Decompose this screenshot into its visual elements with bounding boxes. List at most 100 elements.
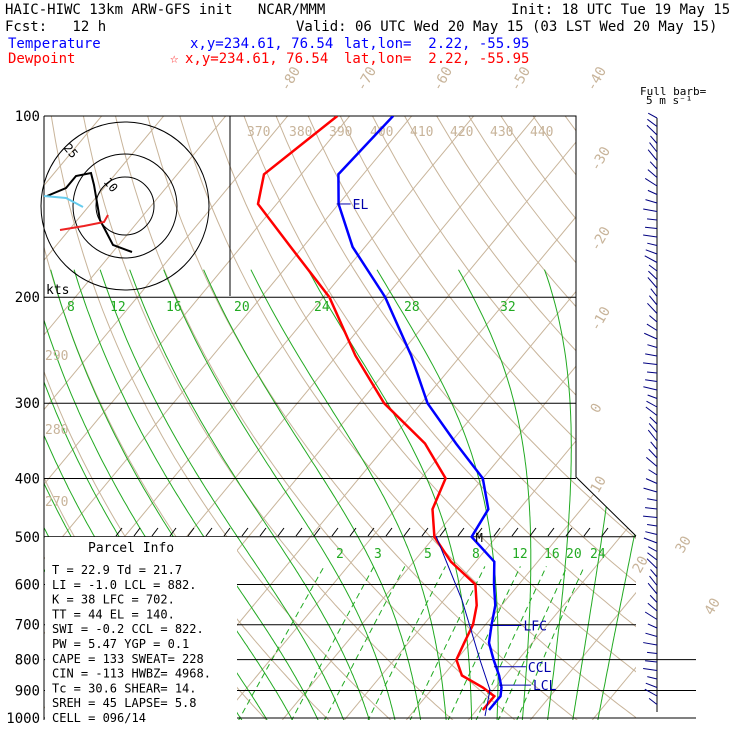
wind-barb <box>646 558 658 569</box>
parcel-info-row: Tc = 30.6 SHEAR= 14. <box>52 681 197 695</box>
barb-legend-units: 5 m s⁻¹ <box>646 94 692 107</box>
valid-time: Valid: 06 UTC Wed 20 May 15 (03 LST Wed … <box>296 19 718 35</box>
dry-adiabat-line <box>662 116 740 731</box>
mixing-ratio-line <box>285 566 375 720</box>
wind-barb <box>648 270 658 280</box>
theta-label: 380 <box>289 125 312 140</box>
level-marker-lcl: LCL <box>533 679 557 694</box>
freezing-tick-mark <box>421 527 429 537</box>
theta-e-label: 20 <box>234 300 250 315</box>
moist-adiabat-line <box>544 269 572 720</box>
legend-dewpoint-latlon: lat,lon= 2.22, -55.95 <box>344 51 530 67</box>
parcel-info-row: K = 38 LFC = 702. <box>52 593 175 607</box>
level-marker-lfc: LFC <box>523 619 546 634</box>
freezing-tick-mark <box>313 527 321 537</box>
parcel-info-row: CELL = 096/14 <box>52 711 146 725</box>
moist-adiabat-line <box>458 269 532 720</box>
mixing-ratio-line <box>362 566 446 720</box>
dry-adiabat-line <box>629 116 636 720</box>
wind-barb <box>650 569 658 578</box>
wind-barb <box>645 682 658 688</box>
isotherm-line <box>273 116 636 720</box>
wind-barb <box>649 594 658 603</box>
dry-adiabat-line <box>307 116 636 720</box>
wind-barb <box>643 362 658 365</box>
isotherm-label: -20 <box>588 224 615 254</box>
parcel-info-row: LI = -1.0 LCL = 882. <box>52 578 197 592</box>
mixing-ratio-line <box>318 566 406 720</box>
wind-barb <box>646 400 658 408</box>
moist-adiabat-line <box>307 269 473 720</box>
theta-label: 430 <box>490 125 513 140</box>
wind-barb <box>647 169 658 178</box>
plot-title: HAIC-HIWC 13km ARW-GFS init NCAR/MMM <box>5 2 326 18</box>
freezing-tick-mark <box>205 527 213 537</box>
wind-barb <box>643 515 658 518</box>
pressure-tick-label: 800 <box>15 653 40 669</box>
freezing-tick-mark <box>439 527 447 537</box>
dry-adiabat-line <box>211 116 636 720</box>
mixing-ratio-line <box>470 566 547 720</box>
theta-label: 290 <box>45 349 68 364</box>
wind-barb <box>645 406 658 416</box>
pressure-tick-label: 400 <box>15 471 40 487</box>
wind-barb <box>647 676 658 680</box>
hodograph-kts-label: kts <box>46 283 69 298</box>
freezing-tick-mark <box>457 527 465 537</box>
freezing-tick-mark <box>493 527 501 537</box>
moist-adiabat-line <box>73 269 324 720</box>
wind-barb <box>649 295 658 306</box>
isotherm-line <box>44 116 373 720</box>
isotherm-label: -60 <box>430 64 457 94</box>
theta-e-label: 16 <box>166 300 182 315</box>
parcel-info-row: CAPE = 133 SWEAT= 228 <box>52 652 204 666</box>
theta-e-label: 32 <box>500 300 516 315</box>
wind-barb <box>647 524 658 527</box>
wind-barb <box>645 478 658 484</box>
wind-barb <box>646 124 658 136</box>
isotherm-label: 0 <box>588 401 606 416</box>
freezing-tick-mark <box>385 527 393 537</box>
dry-adiabat-line <box>115 116 529 720</box>
wind-barb <box>643 667 658 671</box>
hodograph-ring <box>95 176 155 236</box>
wind-barb <box>647 118 658 127</box>
pressure-tick-label: 500 <box>15 530 40 546</box>
wind-barb <box>645 199 658 204</box>
wind-barb <box>646 323 658 331</box>
legend-temperature-xy: x,y=234.61, 76.54 <box>190 36 334 52</box>
wind-barb <box>647 344 658 348</box>
isotherm-label: 10 <box>588 473 610 496</box>
legend-dewpoint-xy: x,y=234.61, 76.54 <box>185 51 329 67</box>
isotherm-line <box>645 88 740 730</box>
wind-barb <box>643 208 658 212</box>
freezing-tick-mark <box>151 527 159 537</box>
freezing-tick-mark <box>241 527 249 537</box>
theta-e-label: 12 <box>110 300 126 315</box>
theta-label: 400 <box>370 125 393 140</box>
wind-barb <box>647 189 658 195</box>
wind-barb <box>643 487 658 493</box>
wind-barb <box>645 249 658 255</box>
dry-adiabat-line <box>596 116 636 720</box>
profile-line-temperature <box>337 116 503 711</box>
dry-adiabat-line <box>468 116 636 720</box>
parcel-info-row: SWI = -0.2 CCL = 822. <box>52 622 204 636</box>
wind-barb <box>647 498 658 501</box>
freezing-tick-mark <box>295 527 303 537</box>
moist-adiabat-line <box>129 269 374 720</box>
wind-barb <box>648 546 658 552</box>
level-marker-el: EL <box>353 198 369 213</box>
dry-adiabat-line <box>532 116 636 720</box>
wind-barb <box>650 135 658 144</box>
hodograph-ring-label: 25 <box>61 141 81 161</box>
freezing-tick-mark <box>223 527 231 537</box>
wind-barb <box>646 457 658 467</box>
wind-barb <box>643 234 658 238</box>
wind-barb <box>643 642 658 646</box>
freezing-tick-mark <box>187 527 195 537</box>
dry-adiabat-line <box>179 116 636 720</box>
isotherm-line <box>707 88 740 730</box>
wind-barb <box>645 353 658 357</box>
isotherm-label: 20 <box>630 553 652 576</box>
